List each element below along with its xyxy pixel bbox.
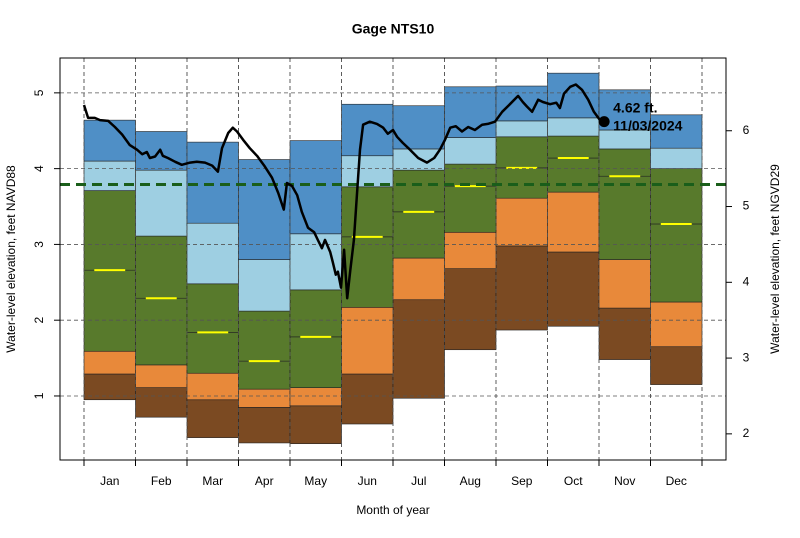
y-tick-label: 3: [32, 241, 46, 248]
percentile-band: [289, 289, 342, 338]
y-tick-label: 1: [32, 392, 46, 399]
percentile-band: [83, 269, 136, 352]
percentile-band: [83, 160, 136, 191]
percentile-band: [83, 373, 136, 401]
x-tick-label: Apr: [255, 474, 274, 488]
percentile-band: [650, 346, 703, 385]
x-tick-label: Jun: [358, 474, 377, 488]
current-level-point: [598, 116, 610, 128]
percentile-band: [547, 135, 600, 159]
y-tick-label: 2: [32, 317, 46, 324]
x-tick-label: Feb: [151, 474, 172, 488]
percentile-band: [238, 360, 291, 390]
percentile-band: [392, 169, 445, 213]
percentile-band: [238, 407, 291, 444]
percentile-band: [238, 388, 291, 408]
y2-tick-label: 5: [743, 199, 750, 213]
y2-tick-label: 2: [743, 426, 750, 440]
percentile-band: [238, 259, 291, 312]
annotation-value: 4.62 ft.: [613, 99, 657, 115]
percentile-band: [289, 140, 342, 235]
percentile-band: [650, 114, 703, 149]
percentile-band: [598, 175, 651, 260]
percentile-band: [135, 235, 188, 299]
percentile-band: [186, 399, 239, 438]
percentile-band: [650, 168, 703, 225]
annotation-date: 11/03/2024: [613, 117, 683, 133]
percentile-band: [495, 197, 548, 247]
percentile-band: [83, 350, 136, 375]
x-tick-label: Jul: [411, 474, 426, 488]
percentile-band: [238, 310, 291, 362]
y-tick-label: 5: [32, 89, 46, 96]
y-tick-label: 4: [32, 165, 46, 172]
percentile-band: [392, 211, 445, 259]
percentile-band: [341, 373, 394, 425]
x-tick-label: Mar: [202, 474, 223, 488]
percentile-band: [495, 85, 548, 122]
percentile-band: [289, 336, 342, 388]
x-tick-label: May: [304, 474, 327, 488]
x-tick-label: Nov: [614, 474, 635, 488]
percentile-band: [444, 163, 497, 187]
percentile-band: [547, 251, 600, 327]
percentile-band: [238, 159, 291, 260]
percentile-band: [341, 186, 394, 238]
percentile-band: [186, 141, 239, 224]
percentile-band: [186, 332, 239, 374]
percentile-band: [341, 307, 394, 375]
percentile-band: [135, 297, 188, 366]
chart-title: Gage NTS10: [352, 21, 435, 37]
percentile-band: [135, 364, 188, 388]
percentile-band: [289, 405, 342, 445]
x-tick-label: Sep: [511, 474, 533, 488]
y-axis-title: Water-level elevation, feet NAVD88: [4, 165, 18, 353]
x-axis-title: Month of year: [356, 503, 429, 517]
x-tick-label: Aug: [460, 474, 481, 488]
percentile-band: [444, 185, 497, 233]
current-level-line: [82, 83, 605, 300]
percentile-band: [289, 387, 342, 407]
percentile-band: [598, 307, 651, 360]
x-tick-label: Oct: [564, 474, 583, 488]
percentile-band: [444, 137, 497, 165]
y2-tick-label: 4: [743, 274, 750, 288]
percentile-band: [547, 191, 600, 253]
percentile-band: [341, 155, 394, 188]
y2-tick-label: 3: [743, 350, 750, 364]
percentile-band: [598, 259, 651, 309]
percentile-band: [135, 387, 188, 418]
percentile-band: [650, 223, 703, 303]
percentile-band: [495, 120, 548, 138]
percentile-band: [444, 231, 497, 269]
percentile-band: [547, 72, 600, 119]
percentile-band: [547, 117, 600, 137]
percentile-band: [495, 245, 548, 331]
percentile-band: [650, 301, 703, 348]
percentile-band: [83, 190, 136, 271]
percentile-band: [444, 268, 497, 351]
x-tick-label: Dec: [666, 474, 687, 488]
x-tick-label: Jan: [100, 474, 119, 488]
percentile-band: [495, 167, 548, 199]
percentile-band: [186, 222, 239, 285]
percentile-band: [392, 257, 445, 301]
percentile-band: [495, 136, 548, 169]
y2-axis-title: Water-level elevation, feet NGVD29: [768, 164, 782, 354]
percentile-band: [135, 169, 188, 237]
percentile-band: [186, 283, 239, 333]
percentile-band: [650, 147, 703, 169]
percentile-band: [598, 148, 651, 177]
y2-tick-label: 6: [743, 123, 750, 137]
percentile-band: [444, 86, 497, 138]
percentile-band: [392, 299, 445, 399]
percentile-band: [547, 157, 600, 193]
